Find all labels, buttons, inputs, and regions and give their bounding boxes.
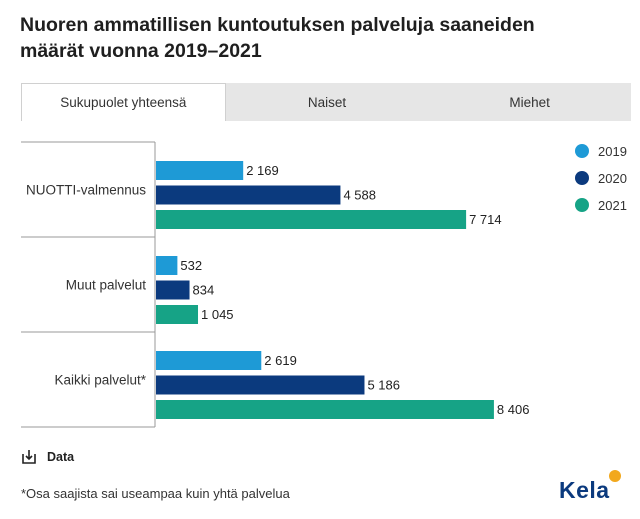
bar-2021[interactable] [156, 400, 494, 419]
bar-2020[interactable] [156, 280, 190, 300]
tab-total[interactable]: Sukupuolet yhteensä [21, 83, 226, 121]
legend-label-2019[interactable]: 2019 [598, 144, 627, 159]
bar-value-label: 2 619 [264, 353, 297, 368]
legend-marker-2019[interactable] [575, 144, 589, 158]
bar-chart: NUOTTI-valmennus 2 169 4 588 7 714 Muut palv… [21, 141, 627, 428]
logo-mark-icon [609, 470, 621, 482]
bar-value-label: 4 588 [343, 188, 376, 203]
bar-2019[interactable] [156, 256, 178, 275]
tab-women[interactable]: Naiset [307, 94, 347, 110]
data-link-label: Data [47, 450, 75, 464]
bar-value-label: 1 045 [201, 307, 234, 322]
legend-marker-2020[interactable] [575, 171, 589, 185]
bar-2019[interactable] [156, 351, 262, 370]
tab-bar: Sukupuolet yhteensä Naiset Miehet [21, 83, 631, 121]
bar-value-label: 7 714 [469, 212, 502, 227]
bar-value-label: 532 [180, 258, 202, 273]
legend-marker-2021[interactable] [575, 198, 589, 212]
bar-2021[interactable] [156, 210, 467, 229]
kela-logo: Kela [559, 477, 610, 503]
data-download-button[interactable]: Data [21, 449, 74, 465]
legend-label-2021[interactable]: 2021 [598, 198, 627, 213]
bar-2019[interactable] [156, 161, 244, 180]
category-label: NUOTTI-valmennus [26, 183, 146, 198]
bar-2020[interactable] [156, 375, 365, 395]
bar-2020[interactable] [156, 185, 341, 205]
chart-title: Nuoren ammatillisen kuntoutuksen palvelu… [20, 14, 535, 62]
tab-men[interactable]: Miehet [509, 94, 550, 110]
footnote: *Osa saajista sai useampaa kuin yhtä pal… [21, 486, 290, 501]
bar-value-label: 8 406 [497, 402, 530, 417]
bar-value-label: 2 169 [246, 163, 279, 178]
category-label: Muut palvelut [66, 278, 147, 293]
category-label: Kaikki palvelut* [54, 373, 146, 388]
download-icon [22, 450, 36, 464]
bar-value-label: 5 186 [367, 378, 400, 393]
legend-label-2020[interactable]: 2020 [598, 171, 627, 186]
bar-2021[interactable] [156, 305, 199, 324]
bar-value-label: 834 [193, 283, 215, 298]
